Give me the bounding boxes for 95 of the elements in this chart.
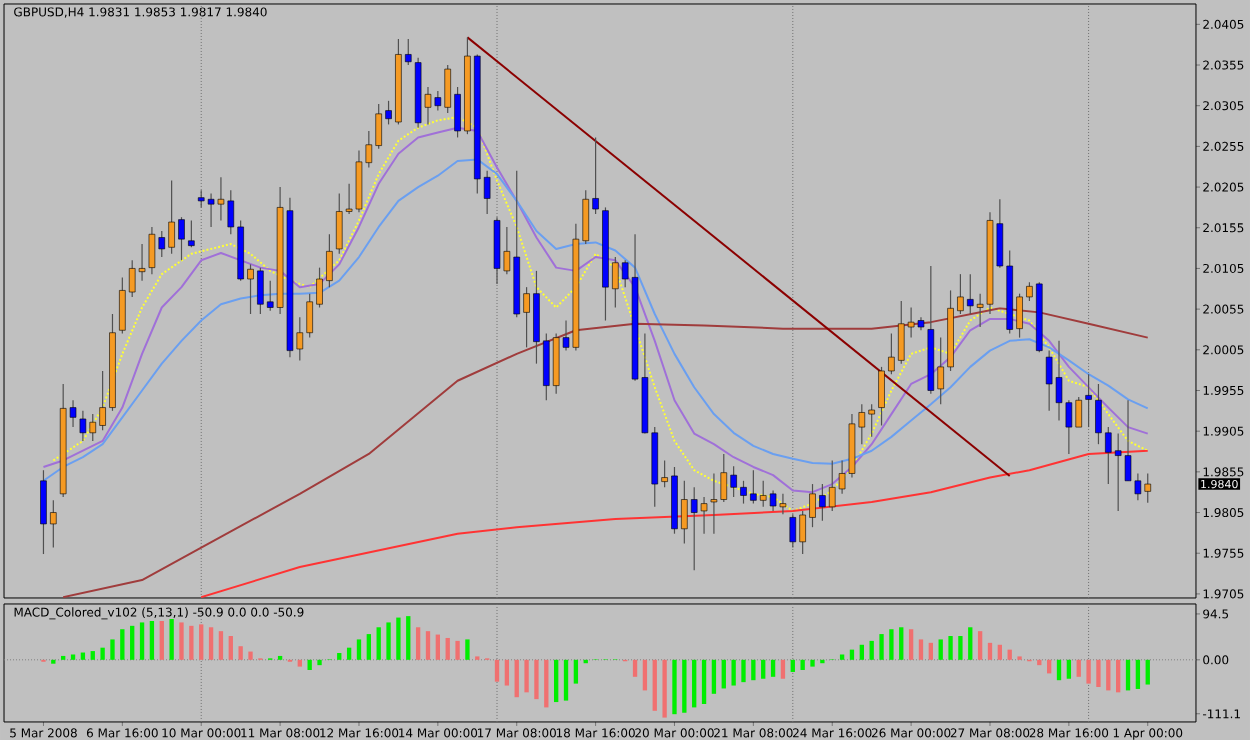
bar: [968, 627, 973, 660]
bar: [554, 659, 559, 703]
candlestick: [188, 219, 195, 248]
bar: [90, 651, 95, 660]
bar: [169, 619, 174, 660]
bar: [110, 639, 115, 660]
bar: [100, 647, 105, 660]
bar: [455, 640, 460, 660]
bar: [1056, 659, 1062, 681]
bar: [751, 659, 756, 681]
bar: [120, 629, 125, 660]
bar: [149, 620, 155, 660]
line-series: [200, 449, 1149, 598]
bar: [445, 637, 450, 660]
bar: [908, 629, 914, 660]
bar: [948, 636, 953, 660]
bar: [130, 625, 135, 660]
bar: [662, 659, 667, 718]
bar: [977, 631, 983, 660]
bar: [1135, 659, 1141, 689]
bar: [692, 659, 697, 708]
bar: [514, 659, 519, 698]
bar: [1086, 659, 1091, 684]
bar: [1096, 659, 1101, 688]
bar: [800, 659, 805, 671]
bar: [711, 659, 717, 694]
bar: [987, 642, 993, 660]
bar: [228, 636, 233, 660]
bar: [790, 659, 795, 672]
bar: [879, 634, 884, 660]
bar: [780, 659, 786, 679]
bar: [1007, 649, 1012, 660]
bar: [642, 659, 648, 691]
bar: [1145, 659, 1150, 685]
bar: [346, 647, 352, 660]
bar: [652, 659, 657, 711]
bar: [494, 659, 500, 682]
bar: [563, 659, 569, 701]
bar: [159, 620, 164, 660]
bar: [761, 659, 766, 679]
bar: [248, 651, 253, 660]
bar: [839, 654, 845, 660]
bar: [504, 659, 510, 686]
bar: [386, 622, 391, 660]
bar: [524, 659, 529, 693]
bar: [70, 654, 76, 660]
bar: [1106, 659, 1111, 691]
bar: [899, 627, 904, 660]
bar: [997, 644, 1003, 660]
bar: [208, 627, 214, 660]
bar: [307, 659, 312, 671]
bar: [770, 659, 776, 677]
bar: [534, 659, 539, 700]
bar: [317, 659, 322, 666]
bar: [425, 631, 431, 660]
bar: [682, 659, 687, 713]
bar: [366, 634, 371, 660]
bar: [337, 653, 342, 660]
bar: [297, 659, 302, 667]
bar: [179, 622, 184, 660]
bar: [139, 622, 145, 660]
bar: [406, 616, 411, 660]
bar: [415, 627, 421, 660]
bar: [918, 639, 924, 660]
bar: [938, 639, 943, 660]
bar: [218, 631, 224, 660]
candlestick: [1085, 373, 1092, 428]
bar: [672, 659, 677, 715]
bar: [928, 642, 933, 660]
line-series: [62, 307, 1149, 598]
bar: [465, 639, 470, 660]
bar: [238, 646, 243, 660]
bar: [1066, 659, 1072, 679]
bar: [1125, 659, 1131, 691]
bar: [869, 640, 874, 660]
bar: [199, 624, 204, 660]
bar: [435, 634, 441, 660]
bar: [849, 649, 855, 660]
bar: [741, 659, 746, 683]
bar: [632, 659, 638, 677]
bar: [573, 659, 579, 684]
bar: [889, 629, 894, 660]
bar: [701, 659, 707, 704]
bar: [376, 627, 381, 660]
bar: [859, 644, 864, 660]
bar: [189, 625, 194, 660]
bar: [731, 659, 736, 686]
bar: [721, 659, 726, 689]
bar: [544, 659, 549, 708]
bar: [1076, 659, 1081, 677]
bar: [1116, 659, 1121, 693]
bar: [810, 659, 815, 667]
bar: [356, 639, 362, 660]
bar: [958, 636, 963, 660]
bar: [396, 617, 401, 660]
